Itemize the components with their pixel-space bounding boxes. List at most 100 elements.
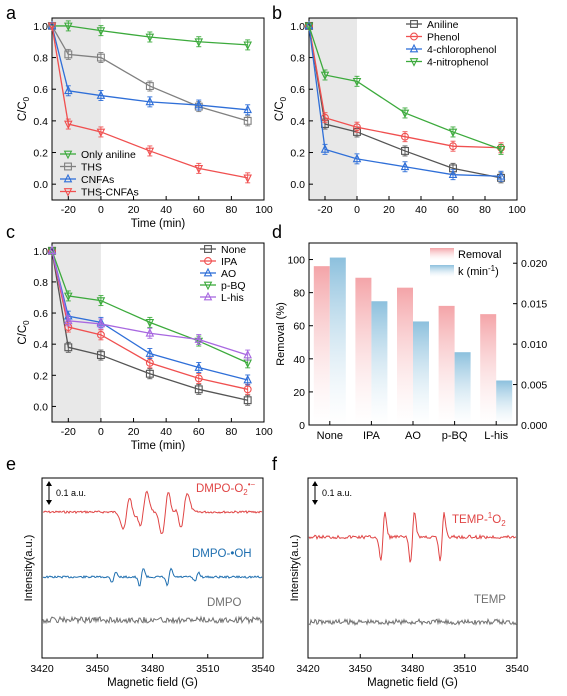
data-point [401, 132, 409, 141]
data-point [243, 116, 252, 125]
legend-marker [410, 32, 418, 41]
panel-letter: f [272, 454, 278, 474]
removal-bar [480, 314, 497, 425]
removal-bar [438, 305, 455, 425]
data-point [448, 128, 458, 138]
k-bar [496, 380, 513, 425]
series-line [308, 25, 502, 150]
legend-label: Only aniline [81, 149, 136, 161]
series-line [51, 250, 248, 390]
data-point [96, 318, 106, 328]
y2-tick-label: 0.010 [521, 339, 547, 351]
y-tick-label: 80 [293, 288, 305, 300]
x-tick-label: 3450 [86, 663, 110, 675]
removal-bar [313, 266, 330, 425]
x-tick-label: 60 [193, 204, 205, 216]
data-point [401, 146, 409, 155]
legend-label: Aniline [427, 19, 459, 31]
label-subscript: 2 [243, 488, 248, 497]
series-line [51, 250, 248, 364]
data-point [320, 71, 330, 81]
y-tick-label: 0.0 [33, 401, 48, 413]
spectrum-trace [308, 511, 517, 563]
legend-marker [63, 150, 73, 160]
x-axis-label: Time (min) [131, 218, 186, 230]
x-axis-label: Magnetic field (G) [367, 677, 458, 689]
plot-frame [308, 17, 518, 201]
x-tick-label: 3420 [296, 663, 320, 675]
x-tick-label: 60 [193, 426, 205, 438]
panel-f: 3420 3450 3480 3510 3540 Magnetic field (G) In… [289, 477, 529, 689]
y-tick-label: 0.6 [33, 84, 48, 96]
trace-label-dmpo: DMPO [207, 597, 242, 609]
y-tick-label: 60 [293, 321, 305, 333]
k-bar [454, 352, 471, 425]
data-point [145, 369, 154, 378]
plot-frame [51, 17, 265, 201]
data-point [304, 22, 314, 32]
data-point [145, 96, 155, 106]
y2-tick-label: 0.005 [521, 380, 547, 392]
data-point [96, 297, 106, 306]
legend-marker [203, 291, 213, 301]
data-point [64, 50, 73, 59]
trace-label-dmpo-o2: DMPO-O2•− [196, 480, 256, 497]
y-label-subscript: 0 [279, 96, 288, 101]
x-tick-label: -20 [61, 426, 76, 438]
data-point [352, 77, 362, 87]
category-label: None [317, 430, 343, 442]
spectrum-trace [42, 567, 263, 587]
x-tick-label: 100 [255, 426, 273, 438]
x-tick-label: 40 [415, 204, 427, 216]
plot-frame [308, 242, 518, 426]
y-tick-label: 0.6 [290, 84, 305, 96]
y-axis-label: Intensity(a.u.) [289, 535, 301, 602]
y-tick-label: 1.0 [290, 21, 305, 33]
trace-label-dmpo-oh: DMPO-•OH [192, 548, 252, 560]
x-tick-label: 80 [226, 204, 238, 216]
panel-e: 3420 3450 3480 3510 3540 Magnetic field (G) In… [23, 477, 275, 689]
scale-bar-arrow [46, 500, 52, 505]
spectrum-trace [42, 615, 263, 625]
legend-swatch-k [430, 265, 454, 277]
legend-k-close: ) [495, 266, 499, 278]
data-point [145, 358, 154, 367]
legend-marker [409, 58, 419, 67]
scale-bar-label: 0.1 a.u. [322, 488, 352, 498]
removal-bar [355, 277, 372, 425]
legend-label: p-BQ [221, 280, 246, 292]
x-tick-label: 3480 [401, 663, 425, 675]
series-line [51, 25, 248, 179]
y-tick-label: 0.2 [33, 370, 48, 382]
y-tick-label: 0.2 [290, 148, 305, 160]
x-tick-label: 100 [508, 204, 526, 216]
y-label-main: C/C [274, 101, 286, 121]
legend-marker [63, 188, 73, 197]
data-point [47, 245, 57, 255]
data-point [496, 146, 506, 155]
x-tick-label: 3510 [453, 663, 477, 675]
y-label-main: C/C [17, 325, 29, 345]
data-point [47, 22, 57, 32]
legend-label: Phenol [427, 32, 460, 44]
data-point [64, 315, 73, 325]
x-axis-label: Magnetic field (G) [107, 677, 198, 689]
x-tick-label: 100 [255, 204, 273, 216]
data-point [64, 22, 73, 32]
series-line [51, 250, 248, 381]
data-point [243, 385, 252, 394]
x-axis-label: Time (min) [131, 440, 186, 452]
x-tick-label: 3540 [505, 663, 529, 675]
x-tick-label: 3540 [251, 663, 275, 675]
y-tick-label: 0.0 [290, 179, 305, 191]
data-point [96, 90, 106, 99]
x-tick-label: 20 [128, 204, 140, 216]
legend-marker [64, 162, 72, 171]
y-label-subscript: 0 [22, 96, 31, 101]
panel-letter: c [6, 222, 15, 242]
series-line [51, 250, 248, 401]
dark-phase-shading [309, 18, 357, 200]
data-point [243, 174, 252, 184]
label-main: O [492, 514, 501, 526]
y-tick-label: 40 [293, 354, 305, 366]
